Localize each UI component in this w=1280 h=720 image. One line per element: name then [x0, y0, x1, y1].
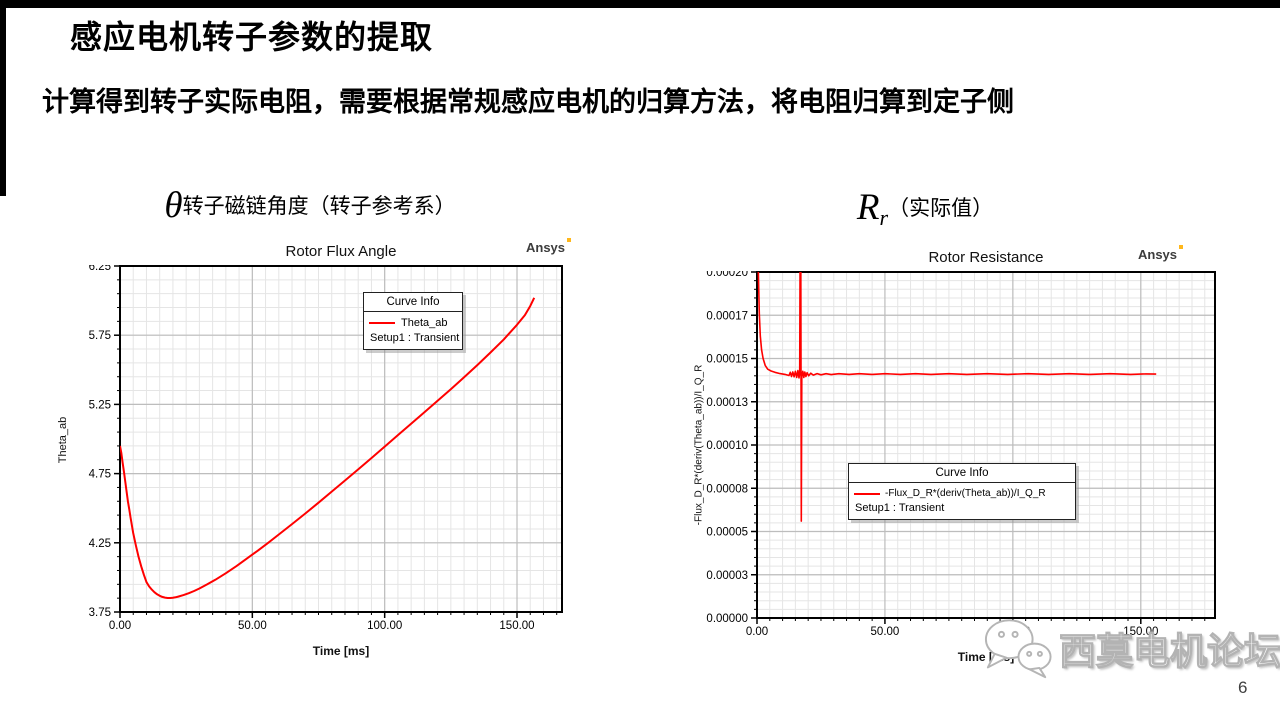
- rotor-flux-angle-chart: Rotor Flux Angle Ansys 0.00 50.00 100.00 15…: [50, 238, 572, 670]
- svg-text:0.00: 0.00: [109, 620, 131, 632]
- slide-subtitle: 计算得到转子实际电阻，需要根据常规感应电机的归算方法，将电阻归算到定子侧: [42, 87, 1014, 117]
- wechat-icon: [984, 619, 1052, 679]
- chart-title: Rotor Flux Angle: [285, 243, 397, 260]
- ansys-gold-dot-icon: [1179, 245, 1184, 249]
- svg-text:0.00: 0.00: [746, 626, 768, 638]
- svg-text:0.00008: 0.00008: [706, 483, 748, 495]
- svg-text:0.00013: 0.00013: [706, 397, 748, 409]
- forum-watermark: 西莫电机论坛: [983, 616, 1280, 680]
- legend-series-label: Theta_ab: [401, 317, 448, 329]
- left-chart-caption: 转子磁链角度（转子参考系）: [182, 195, 456, 218]
- svg-text:6.25: 6.25: [89, 265, 111, 273]
- page-title: 感应电机转子参数的提取: [70, 19, 434, 55]
- svg-text:0.00015: 0.00015: [706, 354, 748, 366]
- svg-text:3.75: 3.75: [89, 607, 111, 619]
- legend-header: Curve Info: [849, 464, 1075, 483]
- legend-setup-label: Setup1 : Transient: [370, 332, 460, 344]
- svg-text:0.00020: 0.00020: [706, 271, 748, 279]
- svg-text:0.00003: 0.00003: [706, 570, 748, 582]
- svg-text:4.25: 4.25: [89, 538, 111, 550]
- rotor-resistance-chart: Rotor Resistance Ansys 0.0050.00100.0015…: [690, 245, 1232, 675]
- resistance-symbol: R: [856, 187, 880, 228]
- legend-setup-label: Setup1 : Transient: [855, 502, 945, 514]
- right-chart-caption: （实际值）: [888, 197, 994, 220]
- x-axis-label: Time [ms]: [312, 644, 370, 658]
- svg-text:0.00005: 0.00005: [706, 527, 748, 539]
- svg-text:150.00: 150.00: [1123, 626, 1158, 638]
- svg-text:50.00: 50.00: [238, 620, 267, 632]
- svg-text:5.75: 5.75: [89, 330, 111, 342]
- svg-text:0.00017: 0.00017: [706, 310, 748, 322]
- resistance-subscript: r: [879, 205, 889, 230]
- top-border-bar: [0, 0, 1280, 8]
- plot-area: 0.00 50.00 100.00 150.00 3.75 4.25 4.75 5.25 5.7…: [89, 265, 563, 632]
- svg-text:150.00: 150.00: [499, 620, 534, 632]
- right-chart-heading: Rr（实际值）: [690, 186, 1230, 231]
- svg-text:0.00010: 0.00010: [706, 440, 748, 452]
- theta-symbol: θ: [164, 185, 183, 226]
- ansys-logo: Ansys: [526, 238, 572, 255]
- watermark-text: 西莫电机论坛: [1058, 630, 1280, 672]
- svg-text:4.75: 4.75: [89, 469, 111, 481]
- curve-info-legend: Curve Info -Flux_D_R*(deriv(Theta_ab))/I…: [848, 463, 1076, 520]
- left-chart-heading: θ转子磁链角度（转子参考系）: [50, 184, 570, 227]
- y-axis-label: Theta_ab: [57, 416, 69, 464]
- svg-text:0.00000: 0.00000: [706, 613, 748, 625]
- page-number: 6: [1238, 678, 1248, 697]
- svg-text:50.00: 50.00: [871, 626, 900, 638]
- red-line-swatch-icon: [854, 492, 880, 495]
- ansys-gold-dot-icon: [567, 238, 572, 242]
- left-border-bar: [0, 0, 6, 196]
- y-axis-label: -Flux_D_R*(deriv(Theta_ab))/I_Q_R: [693, 364, 705, 526]
- legend-series-label: -Flux_D_R*(deriv(Theta_ab))/I_Q_R: [885, 488, 1046, 499]
- plot-area: 0.0050.00100.00150.000.000000.000030.000…: [706, 271, 1216, 638]
- ansys-logo: Ansys: [1138, 245, 1184, 262]
- svg-text:100.00: 100.00: [367, 620, 402, 632]
- curve-info-legend: Curve Info Theta_ab Setup1 : Transient: [363, 292, 463, 350]
- chart-title: Rotor Resistance: [928, 249, 1044, 266]
- red-line-swatch-icon: [369, 322, 395, 324]
- svg-text:5.25: 5.25: [89, 399, 111, 411]
- legend-header: Curve Info: [364, 293, 462, 312]
